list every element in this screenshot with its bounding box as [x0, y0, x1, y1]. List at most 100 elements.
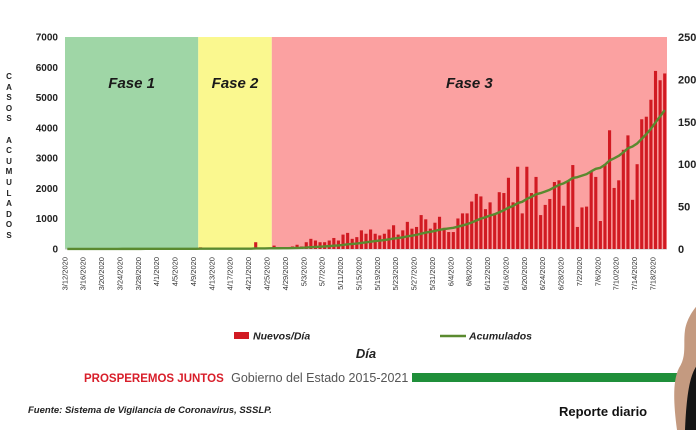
x-tick-11: 4/25/2020 [262, 257, 271, 290]
bar-day-94 [497, 192, 501, 249]
bar-day-119 [612, 187, 616, 249]
bar-day-88 [470, 201, 474, 249]
y-right-tick-1: 50 [678, 202, 690, 214]
x-tick-19: 5/27/2020 [410, 257, 419, 290]
x-tick-8: 4/13/2020 [207, 257, 216, 290]
bar-day-110 [571, 165, 575, 249]
x-tick-9: 4/17/2020 [226, 257, 235, 290]
y-right-tick-3: 150 [678, 117, 696, 129]
y-axis-title-letter [2, 125, 16, 136]
x-tick-31: 7/14/2020 [630, 257, 639, 290]
bar-day-96 [506, 177, 511, 249]
bar-day-112 [580, 207, 584, 249]
y-left-tick-4: 4000 [36, 123, 59, 134]
bar-day-127 [649, 99, 653, 249]
bar-day-121 [621, 149, 625, 249]
x-tick-27: 6/28/2020 [557, 257, 566, 290]
bar-day-128 [653, 70, 658, 249]
bar-day-84 [451, 232, 455, 249]
acumulados-line [67, 109, 666, 251]
x-tick-25: 6/20/2020 [520, 257, 529, 290]
bar-day-116 [598, 221, 602, 249]
bar-day-105 [548, 198, 552, 249]
y-axis-title-letter: S [6, 93, 12, 103]
x-tick-26: 6/24/2020 [538, 257, 547, 290]
y-right-tick-0: 0 [678, 244, 684, 256]
bar-day-57 [327, 240, 331, 249]
bar-day-77 [419, 215, 423, 249]
x-tick-3: 3/24/2020 [115, 257, 124, 290]
bar-day-83 [447, 232, 451, 249]
bar-day-106 [552, 182, 556, 249]
bar-day-86 [460, 213, 465, 249]
y-axis-title-letter: M [5, 167, 13, 177]
y-left-tick-5: 5000 [36, 93, 59, 104]
bar-day-58 [332, 237, 336, 249]
y-axis-title-letter: S [6, 230, 12, 240]
x-tick-28: 7/2/2020 [575, 257, 584, 286]
bar-day-69 [382, 233, 386, 249]
bar-day-68 [378, 235, 382, 249]
y-axis-title-letter: A [6, 82, 12, 92]
bar-day-104 [543, 204, 547, 249]
y-axis-title-letter: S [6, 114, 12, 124]
bar-day-66 [369, 229, 373, 249]
phase-band-3 [271, 37, 667, 249]
bar-day-79 [428, 228, 432, 249]
y-axis-title-letter: U [6, 156, 12, 166]
y-axis-title-letter: L [6, 188, 12, 198]
bar-day-73 [401, 230, 405, 249]
bar-day-109 [566, 181, 570, 249]
bar-day-123 [630, 199, 635, 249]
phase-label-3: Fase 3 [446, 75, 493, 92]
acumulados-line-group [67, 109, 666, 251]
phase-label-2: Fase 2 [212, 75, 259, 92]
source-note: Fuente: Sistema de Vigilancia de Coronav… [28, 405, 272, 416]
bar-day-92 [488, 202, 492, 249]
bar-day-122 [626, 135, 630, 249]
bar-day-87 [465, 213, 469, 249]
x-tick-0: 3/12/2020 [60, 257, 69, 290]
bar-day-108 [562, 205, 566, 249]
green-stripe [412, 373, 696, 382]
y-axis-title-letter: A [6, 135, 12, 145]
bar-day-120 [617, 180, 621, 249]
y-axis-title-letter: O [5, 103, 13, 113]
bar-day-78 [424, 219, 428, 249]
bar-day-64 [359, 230, 363, 249]
y-left-tick-7: 7000 [36, 33, 59, 44]
legend-label-acumulados: Acumulados [468, 331, 532, 343]
bar-day-101 [529, 193, 533, 249]
y-left-tick-0: 0 [52, 245, 58, 256]
bar-day-97 [511, 202, 515, 249]
brand-slogan: PROSPEREMOS JUNTOS [84, 373, 224, 385]
bar-day-82 [442, 227, 446, 249]
bar-day-118 [607, 130, 612, 249]
bar-day-75 [410, 228, 414, 249]
y-axis-title-letter: C [6, 72, 12, 81]
legend: Nuevos/Día Acumulados [234, 331, 532, 343]
x-tick-1: 3/16/2020 [79, 257, 88, 290]
legend-label-nuevos: Nuevos/Día [253, 331, 310, 343]
x-tick-16: 5/15/2020 [354, 257, 363, 290]
y-left-tick-6: 6000 [36, 63, 59, 74]
phase-band-2 [198, 37, 272, 249]
phase-label-1: Fase 1 [108, 75, 155, 92]
x-tick-14: 5/7/2020 [318, 257, 327, 286]
bar-day-103 [539, 215, 543, 249]
presenter-silhouette [674, 306, 696, 430]
x-tick-4: 3/28/2020 [134, 257, 143, 290]
y-right-tick-5: 250 [678, 32, 696, 44]
x-tick-18: 5/23/2020 [391, 257, 400, 290]
bar-day-93 [493, 213, 497, 249]
x-tick-24: 6/16/2020 [501, 257, 510, 290]
x-tick-12: 4/29/2020 [281, 257, 290, 290]
bar-day-85 [456, 218, 460, 249]
x-tick-17: 5/19/2020 [373, 257, 382, 290]
x-tick-13: 5/3/2020 [299, 257, 308, 286]
legend-swatch-nuevos [234, 332, 249, 339]
bar-day-113 [585, 206, 589, 249]
bar-day-81 [437, 216, 442, 249]
